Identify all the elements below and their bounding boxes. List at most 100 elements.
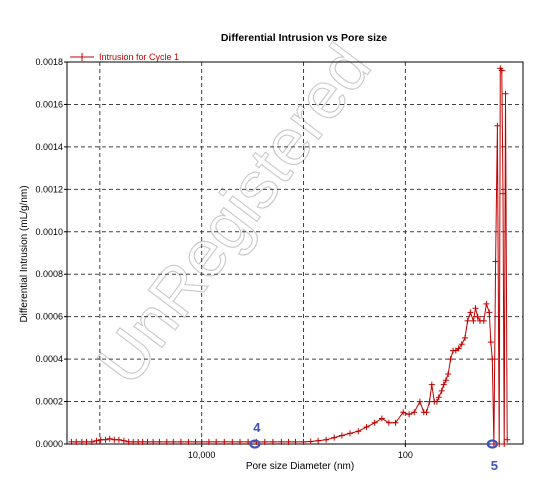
data-point-marker: [500, 190, 506, 197]
data-point-marker: [411, 409, 418, 416]
data-point-marker: [88, 438, 95, 445]
data-point-marker: [474, 313, 481, 320]
data-point-marker: [150, 438, 157, 445]
data-point-marker: [205, 438, 212, 445]
data-point-marker: [93, 437, 100, 444]
data-point-marker: [472, 305, 479, 312]
data-point-marker: [278, 438, 285, 445]
data-point-marker: [323, 436, 330, 443]
y-axis-label: Differential Intrusion (mL/g/nm): [19, 185, 30, 322]
y-tick-label: 0.0000: [35, 439, 63, 449]
data-point-marker: [106, 435, 113, 442]
annotation-circle-4: [249, 439, 261, 449]
data-point-marker: [170, 438, 177, 445]
data-point-marker: [423, 409, 430, 416]
data-point-marker: [462, 334, 468, 341]
data-point-marker: [501, 441, 508, 447]
watermark: UnRegistered: [83, 31, 385, 398]
data-point-marker: [307, 438, 314, 445]
data-point-marker: [378, 415, 385, 422]
annotation-circle-5: [486, 439, 498, 449]
data-point-marker: [269, 438, 276, 445]
series-intrusion-cycle-1: [68, 65, 511, 447]
y-tick-label: 0.0004: [35, 354, 63, 364]
data-point-marker: [331, 434, 338, 441]
legend: Intrusion for Cycle 1: [70, 52, 179, 62]
data-point-marker: [192, 438, 199, 445]
x-axis: 10,000 100: [188, 444, 413, 460]
data-point-marker: [229, 438, 236, 445]
y-axis: 0.0000 0.0002 0.0004 0.0006 0.0008 0.0010 0.00…: [35, 57, 67, 449]
y-tick-label: 0.0002: [35, 397, 63, 407]
y-tick-label: 0.0010: [35, 227, 63, 237]
y-tick-label: 0.0016: [35, 99, 63, 109]
chart-title: Differential Intrusion vs Pore size: [221, 32, 387, 44]
data-point-marker: [338, 432, 345, 439]
data-point-marker: [363, 424, 370, 430]
data-point-marker: [438, 387, 445, 394]
annotations: 45: [249, 420, 498, 473]
annotation-label-5: 5: [491, 458, 498, 473]
x-axis-label: Pore size Diameter (nm): [246, 461, 354, 472]
data-point-marker: [400, 409, 407, 416]
y-tick-label: 0.0014: [35, 142, 63, 152]
data-point-marker: [156, 438, 163, 445]
data-point-marker: [442, 377, 449, 384]
data-point-marker: [371, 419, 378, 426]
data-point-marker: [144, 438, 151, 445]
data-point-marker: [416, 398, 423, 405]
grid-lines: [67, 62, 523, 444]
data-point-marker: [458, 341, 465, 348]
data-point-marker: [237, 438, 243, 445]
x-tick-label: 10,000: [188, 450, 216, 460]
data-point-marker: [480, 317, 487, 324]
y-tick-label: 0.0006: [35, 312, 63, 322]
data-point-marker: [315, 437, 322, 444]
data-point-marker: [185, 438, 192, 445]
data-point-marker: [292, 438, 299, 445]
data-point-marker: [392, 419, 399, 426]
data-point-marker: [494, 122, 501, 129]
data-point-marker: [115, 436, 122, 443]
data-point-marker: [163, 438, 170, 445]
data-point-marker: [120, 437, 127, 444]
data-point-marker: [428, 381, 435, 388]
data-point-marker: [221, 438, 228, 445]
legend-label: Intrusion for Cycle 1: [99, 52, 179, 62]
data-point-marker: [300, 438, 307, 445]
y-tick-label: 0.0018: [35, 57, 63, 67]
data-point-marker: [498, 67, 505, 74]
data-point-marker: [464, 317, 471, 324]
data-point-marker: [504, 436, 511, 443]
data-point-marker: [486, 309, 493, 316]
data-point-marker: [492, 258, 499, 265]
y-tick-label: 0.0012: [35, 184, 63, 194]
legend-marker: [78, 53, 86, 61]
data-point-marker: [502, 90, 509, 97]
data-point-marker: [73, 438, 80, 445]
data-point-marker: [445, 371, 452, 377]
data-point-marker: [455, 345, 462, 352]
data-point-marker: [406, 411, 413, 418]
data-point-marker: [489, 356, 496, 363]
data-point-marker: [177, 438, 184, 445]
data-point-marker: [355, 428, 362, 435]
data-point-marker: [447, 356, 454, 363]
data-point-marker: [261, 438, 268, 445]
y-tick-label: 0.0008: [35, 269, 63, 279]
data-point-marker: [83, 438, 90, 445]
x-tick-label: 100: [398, 450, 413, 460]
data-point-marker: [102, 436, 109, 443]
data-point-marker: [435, 394, 442, 401]
data-point-marker: [433, 398, 440, 405]
data-point-marker: [470, 317, 477, 324]
data-point-marker: [198, 438, 205, 445]
data-point-marker: [213, 438, 220, 445]
data-point-marker: [285, 438, 292, 445]
data-point-marker: [487, 339, 494, 346]
annotation-label-4: 4: [253, 420, 261, 435]
data-point-marker: [385, 419, 392, 426]
data-point-marker: [483, 300, 490, 307]
data-point-marker: [440, 381, 447, 388]
